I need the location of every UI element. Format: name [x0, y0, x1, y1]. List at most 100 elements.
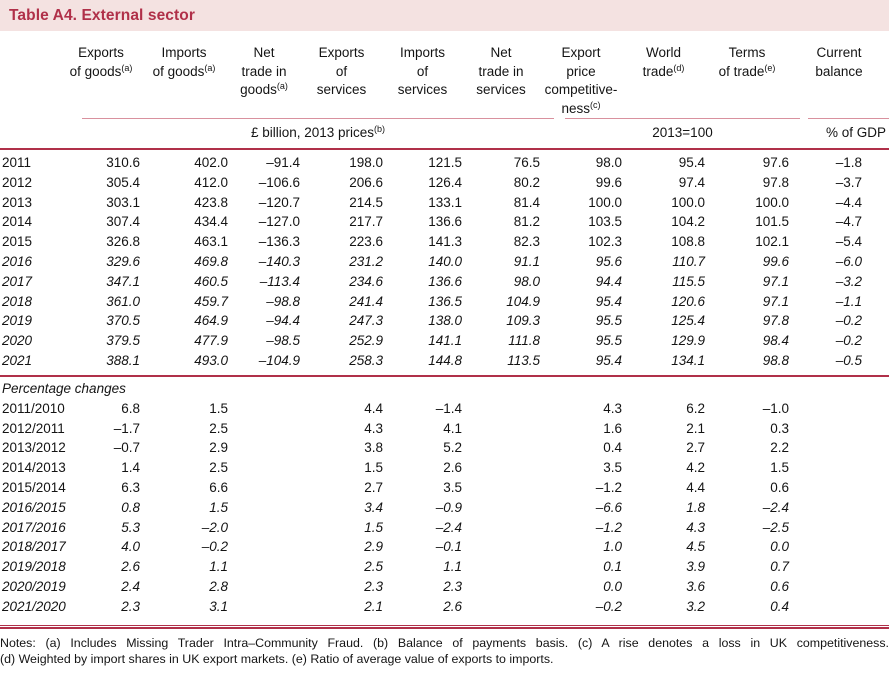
cell: 103.5 [588, 214, 622, 230]
cell: 76.5 [513, 155, 540, 170]
row-label: 2020/2019 [2, 578, 66, 594]
cell: 136.6 [428, 273, 462, 289]
cell [228, 438, 300, 458]
cell [789, 478, 889, 498]
cell [789, 557, 889, 577]
cell [462, 498, 540, 518]
cell: –1.8 [835, 155, 862, 170]
cell: 97.1 [762, 293, 789, 309]
cell: 223.6 [349, 234, 383, 250]
col-header-line: ness(c) [561, 99, 601, 116]
table-row: 2017/2016 5.3 –2.0 1.5 –2.4 –1.2 4.3 –2.5 [0, 518, 889, 538]
cell: 2.7 [686, 440, 705, 456]
cell: 459.7 [194, 293, 228, 309]
row-label: 2017/2016 [2, 519, 66, 535]
row-label: 2019 [2, 313, 33, 329]
cell: 2.1 [364, 598, 383, 614]
table-row: 2011 310.6 402.0 –91.4 198.0 121.5 76.5 98.0 95.… [0, 149, 889, 173]
cell: –2.0 [201, 519, 228, 535]
col-header-line: of [416, 63, 429, 79]
cell: 81.2 [513, 214, 540, 230]
cell: 129.9 [671, 333, 705, 349]
cell [789, 399, 889, 419]
table-row: 2018/2017 4.0 –0.2 2.9 –0.1 1.0 4.5 0.0 [0, 537, 889, 557]
cell: 4.2 [686, 460, 705, 476]
cell: 91.1 [513, 253, 540, 269]
cell: 95.4 [595, 293, 622, 309]
cell: 97.4 [678, 174, 705, 190]
col-header-line: of goods(a) [152, 62, 216, 79]
cell: –127.0 [258, 214, 300, 230]
cell [228, 498, 300, 518]
table-row: 2020/2019 2.4 2.8 2.3 2.3 0.0 3.6 0.6 [0, 577, 889, 597]
cell: 1.0 [603, 539, 622, 555]
row-label: 2018/2017 [2, 539, 66, 555]
cell: 125.4 [671, 313, 705, 329]
title-bar: Table A4. External sector [0, 0, 889, 31]
row-label: 2015 [2, 234, 33, 250]
cell: 140.0 [428, 253, 462, 269]
cell: 82.3 [513, 234, 540, 250]
cell: 3.8 [364, 440, 383, 456]
col-header-line: Net [490, 45, 512, 60]
cell: 95.4 [678, 155, 705, 170]
cell: 3.4 [364, 499, 383, 515]
footnote-marker: (c) [590, 99, 601, 110]
cell: 1.5 [209, 499, 228, 515]
row-label: 2016 [2, 253, 33, 269]
table-head: Exports of goods(a) Imports of goods(a) Net t… [0, 44, 889, 150]
cell: 104.2 [671, 214, 705, 230]
cell: 2.5 [209, 460, 228, 476]
cell [789, 577, 889, 597]
cell: 1.5 [364, 519, 383, 535]
cell: 95.4 [595, 352, 622, 368]
table-row: 2012/2011 –1.7 2.5 4.3 4.1 1.6 2.1 0.3 [0, 419, 889, 439]
table-row: 2018 361.0 459.7 –98.8 241.4 136.5 104.9 95.4 12… [0, 292, 889, 312]
cell: 2.6 [443, 460, 462, 476]
table-row: 2015 326.8 463.1 –136.3 223.6 141.3 82.3 102.3 1… [0, 232, 889, 252]
cell: 95.6 [595, 253, 622, 269]
cell: 97.6 [762, 155, 789, 170]
cell: 310.6 [106, 155, 140, 170]
cell: 234.6 [349, 273, 383, 289]
cell: 217.7 [349, 214, 383, 230]
col-header-line: trade in [478, 63, 524, 79]
footnote-marker: (d) [673, 62, 685, 73]
cell: 98.4 [762, 333, 789, 349]
cell: –113.4 [259, 273, 300, 289]
cell: 258.3 [349, 352, 383, 368]
col-header-line: of trade(e) [718, 62, 776, 79]
row-label: 2019/2018 [2, 559, 66, 575]
cell: –0.7 [113, 440, 140, 456]
cell: 136.6 [428, 214, 462, 230]
cell [228, 597, 300, 622]
cell: 100.0 [588, 194, 622, 210]
col-header-line: Export [561, 45, 601, 60]
cell: 326.8 [106, 234, 140, 250]
cell: 4.5 [686, 539, 705, 555]
cell: –120.7 [258, 194, 300, 210]
cell: 99.6 [595, 174, 622, 190]
unit-label-cell: 2013=100 [540, 118, 800, 150]
section-label: Percentage changes [0, 374, 889, 399]
cell [462, 537, 540, 557]
table-row: 2011/2010 6.8 1.5 4.4 –1.4 4.3 6.2 –1.0 [0, 399, 889, 419]
col-header-terms-of-trade: Terms of trade(e) [705, 44, 789, 118]
cell: 115.5 [672, 273, 705, 289]
cell [789, 458, 889, 478]
unit-label-cell: £ billion, 2013 prices(b) [62, 118, 554, 150]
cell: 412.0 [194, 174, 228, 190]
cell: 464.9 [194, 313, 228, 329]
cell: 108.8 [671, 234, 705, 250]
table-row: 2014/2013 1.4 2.5 1.5 2.6 3.5 4.2 1.5 [0, 458, 889, 478]
footnote-marker: (e) [764, 62, 776, 73]
cell: 2.7 [364, 479, 383, 495]
cell [462, 478, 540, 498]
cell: –1.0 [762, 400, 789, 416]
col-header-line: goods(a) [240, 81, 288, 98]
cell: 4.3 [686, 519, 705, 535]
cell: –106.6 [258, 174, 300, 190]
cell: 4.1 [443, 420, 462, 436]
unit-label: 2013=100 [565, 118, 800, 140]
row-label: 2015/2014 [2, 479, 66, 495]
